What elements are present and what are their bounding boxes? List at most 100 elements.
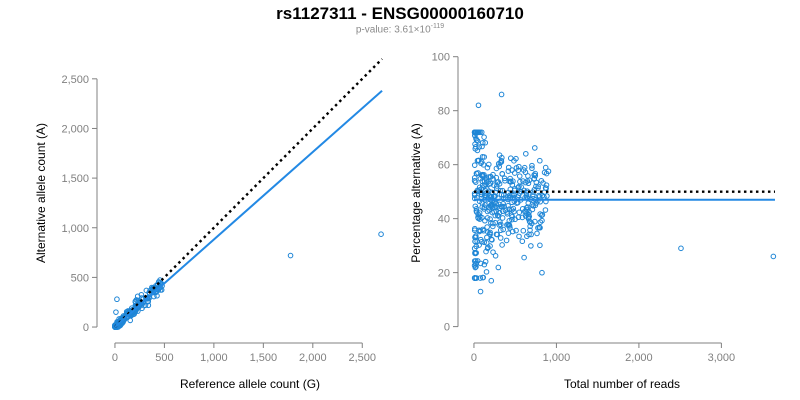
data-point xyxy=(473,233,479,239)
y-tick-label: 2,500 xyxy=(61,74,89,86)
data-point xyxy=(479,182,486,189)
data-point xyxy=(529,162,535,169)
data-point xyxy=(501,175,508,182)
data-point xyxy=(516,173,523,179)
y-axis: 0 20 40 60 80 100 xyxy=(432,52,459,334)
panel-right: 0 1,000 2,000 3,000 Total number of reads 0 20… xyxy=(409,52,777,391)
data-points xyxy=(112,231,384,330)
y-tick-label: 20 xyxy=(438,268,450,280)
data-point xyxy=(528,243,534,249)
chart-title: rs1127311 - ENSG00000160710 xyxy=(276,4,524,23)
data-point xyxy=(513,227,519,234)
data-point xyxy=(495,213,502,219)
data-point xyxy=(484,164,491,171)
data-point xyxy=(511,186,518,192)
data-point xyxy=(472,238,478,245)
data-point xyxy=(472,275,478,281)
y-tick-label: 1,500 xyxy=(61,173,89,185)
data-point xyxy=(472,132,478,139)
data-point xyxy=(154,292,160,299)
y-axis: 0 500 1,000 1,500 2,000 2,500 xyxy=(61,74,98,334)
data-point xyxy=(539,217,545,224)
x-axis: 0 500 1,000 1,500 2,000 2,500 xyxy=(112,342,377,364)
data-point xyxy=(499,242,505,248)
x-tick-label: 2,500 xyxy=(349,352,377,364)
data-point xyxy=(520,227,527,234)
data-point xyxy=(500,192,507,198)
data-point xyxy=(516,233,522,240)
data-point xyxy=(477,175,484,182)
data-point xyxy=(525,173,531,179)
data-point xyxy=(529,165,535,172)
y-tick-label: 40 xyxy=(438,214,450,226)
y-tick-label: 100 xyxy=(432,52,450,64)
data-point xyxy=(678,245,684,252)
data-point xyxy=(471,129,478,136)
data-point xyxy=(527,227,533,233)
data-point xyxy=(480,227,487,234)
data-point xyxy=(475,102,482,109)
data-point xyxy=(523,150,529,157)
data-point xyxy=(535,225,541,231)
data-point xyxy=(481,239,487,246)
data-point xyxy=(537,211,543,217)
data-point xyxy=(471,162,478,168)
data-point xyxy=(484,215,491,221)
data-point xyxy=(478,129,485,136)
data-point xyxy=(494,183,500,189)
data-point xyxy=(506,223,513,229)
data-point xyxy=(522,179,529,186)
chart-subtitle: p-value: 3.61×10-119 xyxy=(0,23,800,35)
data-point xyxy=(473,263,479,270)
data-point xyxy=(490,220,496,227)
data-point xyxy=(542,164,549,171)
data-point xyxy=(505,168,512,174)
x-tick-label: 1,500 xyxy=(250,352,278,364)
data-point xyxy=(494,231,501,238)
data-point xyxy=(490,223,496,230)
data-point xyxy=(515,192,522,199)
data-point xyxy=(525,180,532,187)
data-point xyxy=(508,178,514,185)
data-point xyxy=(481,134,487,140)
data-point xyxy=(134,293,141,300)
data-point xyxy=(491,182,497,188)
data-point xyxy=(478,238,485,245)
data-point xyxy=(538,212,545,219)
data-point xyxy=(532,218,538,225)
data-point xyxy=(483,240,490,246)
data-point xyxy=(483,248,489,255)
data-point xyxy=(477,288,484,295)
data-point xyxy=(532,170,539,177)
y-tick-label: 2,000 xyxy=(61,123,89,135)
y-tick-label: 0 xyxy=(83,322,89,334)
data-point xyxy=(471,177,478,184)
data-point xyxy=(516,163,522,170)
p-value-exponent: -119 xyxy=(430,23,445,30)
data-point xyxy=(114,296,120,303)
x-axis-label: Reference allele count (G) xyxy=(180,377,320,391)
data-point xyxy=(499,170,506,177)
data-point xyxy=(495,264,502,271)
p-value-text: p-value: 3.61×10 xyxy=(355,24,431,36)
data-point xyxy=(378,231,384,238)
data-point xyxy=(473,170,480,177)
data-point xyxy=(505,230,512,236)
data-point xyxy=(521,164,528,171)
data-point xyxy=(536,192,542,199)
data-point xyxy=(126,311,133,318)
data-point xyxy=(505,203,511,209)
data-point xyxy=(475,211,481,218)
data-point xyxy=(493,204,500,211)
data-point xyxy=(516,183,522,190)
data-point xyxy=(475,214,481,221)
x-tick-label: 0 xyxy=(471,352,477,364)
data-point xyxy=(479,143,485,150)
fit-line xyxy=(114,89,383,328)
panel-left: 0 500 1,000 1,500 2,000 2,500 Reference allele… xyxy=(34,58,384,391)
data-point xyxy=(516,209,523,216)
data-point xyxy=(143,287,150,294)
data-point xyxy=(542,207,549,213)
data-point xyxy=(113,309,119,315)
